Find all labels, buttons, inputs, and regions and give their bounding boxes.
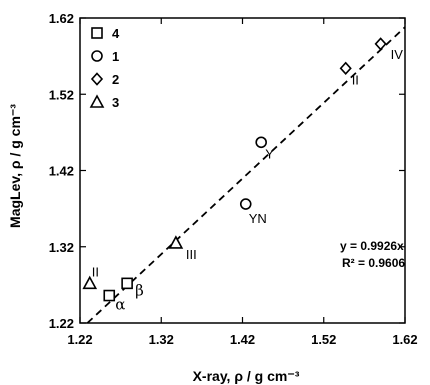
y-tick-label: 1.62 [49,11,74,26]
legend-marker-diamond [90,72,104,86]
data-point-square [103,289,116,302]
legend-marker-circle [91,50,103,62]
data-point-triangle [168,235,184,249]
x-tick-label: 1.52 [311,332,336,347]
fit-equation: y = 0.9926x [340,239,404,253]
legend-label: 3 [112,95,119,110]
point-label: IV [391,47,404,62]
plot-area-frame [79,17,406,324]
point-label: II [352,72,359,87]
data-point-circle [255,136,267,149]
data-point-diamond [339,61,352,76]
x-tick-label: 1.62 [392,332,417,347]
point-label: β [135,281,144,299]
y-tick-label: 1.42 [49,164,74,179]
data-point-square [121,277,133,290]
y-tick-label: 1.32 [49,240,74,255]
point-label: α [115,296,125,314]
legend-label: 4 [112,26,120,41]
legend-label: 1 [112,49,119,64]
legend-label: 2 [112,72,119,87]
x-axis-title: X-ray, ρ / g cm⁻³ [193,368,300,384]
point-label: Y [265,146,274,161]
y-axis-title: MagLev, ρ / g cm⁻³ [7,104,23,228]
data-point-diamond [374,37,387,51]
y-tick-label: 1.22 [49,316,74,331]
data-point-triangle [82,275,98,290]
y-tick-label: 1.52 [49,87,74,102]
point-label: YN [249,211,267,226]
trend-line [86,26,406,324]
data-point-circle [239,198,252,210]
point-label: II [92,264,99,279]
point-label: III [186,247,197,262]
x-tick-label: 1.32 [149,332,174,347]
fit-r-squared: R² = 0.9606 [342,256,405,270]
legend-marker-square [91,27,103,39]
x-tick-label: 1.42 [230,332,255,347]
legend-marker-triangle [89,94,105,108]
x-tick-label: 1.22 [67,332,92,347]
